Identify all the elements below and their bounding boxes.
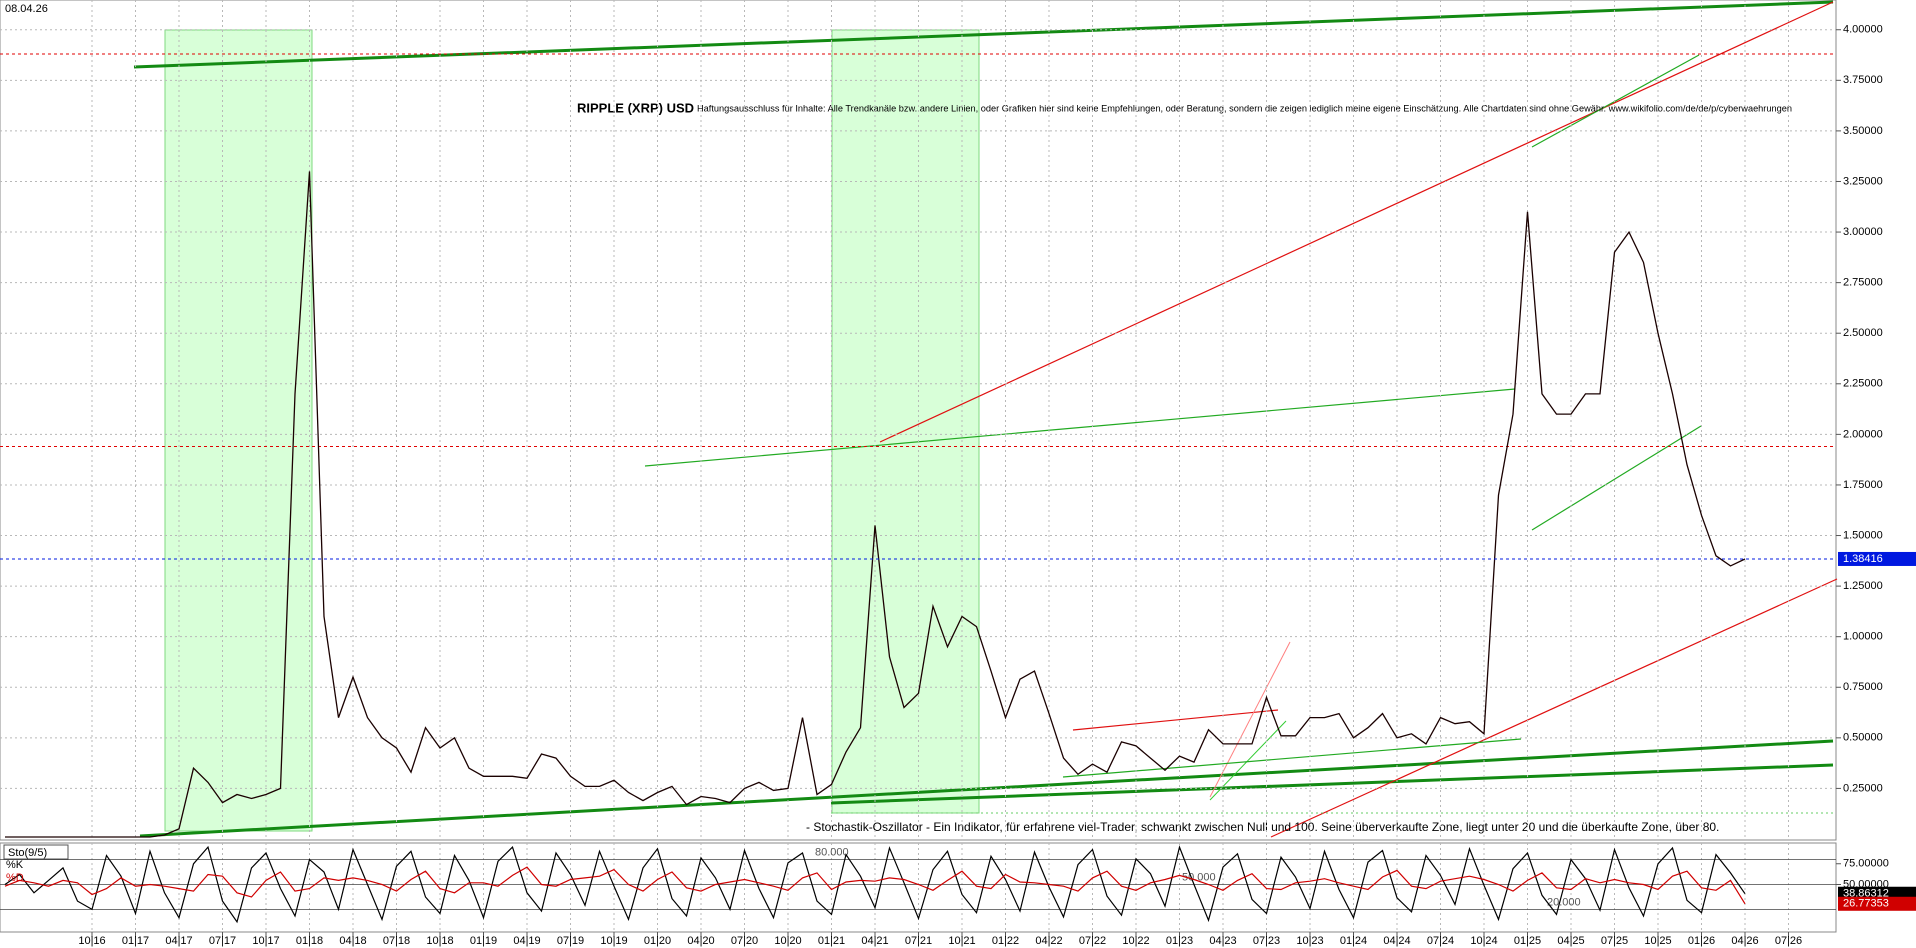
trendlines <box>133 0 1838 838</box>
level-label: 80.000 <box>815 847 849 859</box>
y-tick-label: 3.50000 <box>1843 125 1883 137</box>
x-tick-label: 07|21 <box>905 935 932 947</box>
y-tick-label: 2.75000 <box>1843 277 1883 289</box>
y-tick-label: 0.25000 <box>1843 782 1883 794</box>
current-value-label: 1.38416 <box>1843 553 1883 565</box>
trendline <box>1072 709 1279 731</box>
y-tick-label: 4.00000 <box>1843 24 1883 36</box>
x-tick-label: 01|18 <box>296 935 323 947</box>
y-tick-label: 1.50000 <box>1843 529 1883 541</box>
chart-title: RIPPLE (XRP) USD <box>577 100 694 115</box>
date-label: 08.04.26 <box>5 3 48 15</box>
trendline <box>830 763 1834 805</box>
current-value-box <box>1838 551 1916 566</box>
x-tick-label: 01|20 <box>644 935 671 947</box>
x-tick-label: 07|17 <box>209 935 236 947</box>
x-tick-label: 04|19 <box>513 935 540 947</box>
y-tick-label: 0.75000 <box>1843 681 1883 693</box>
x-tick-label: 07|25 <box>1601 935 1628 947</box>
y-tick-label: 1.25000 <box>1843 580 1883 592</box>
x-tick-label: 07|23 <box>1253 935 1280 947</box>
disclaimer: Haftungsausschluss für Inhalte: Alle Tre… <box>697 103 1792 113</box>
x-tick-label: 07|19 <box>557 935 584 947</box>
legend-label: %K <box>6 859 24 871</box>
y-tick-label: 0.50000 <box>1843 732 1883 744</box>
x-tick-label: 04|25 <box>1557 935 1584 947</box>
highlight-zone <box>164 29 313 832</box>
x-tick-label: 01|21 <box>818 935 845 947</box>
x-tick-label: 04|22 <box>1035 935 1062 947</box>
indicator-title: Sto(9/5) <box>8 847 47 859</box>
y-tick-label: 3.25000 <box>1843 175 1883 187</box>
x-tick-label: 01|23 <box>1166 935 1193 947</box>
trendline <box>133 0 1834 69</box>
y-tick-label: 2.50000 <box>1843 327 1883 339</box>
level-label: 20.000 <box>1547 896 1581 908</box>
highlight-zone <box>831 29 980 814</box>
y-tick-label: 2.00000 <box>1843 428 1883 440</box>
series-line <box>4 866 1746 905</box>
x-tick-label: 04|20 <box>687 935 714 947</box>
x-tick-label: 04|18 <box>339 935 366 947</box>
trendline <box>1531 425 1702 531</box>
trendline <box>1062 738 1522 778</box>
x-tick-label: 10|18 <box>426 935 453 947</box>
x-tick-label: 01|25 <box>1514 935 1541 947</box>
x-tick-label: 10|25 <box>1644 935 1671 947</box>
x-tick-label: 10|16 <box>78 935 105 947</box>
indicator-box <box>3 844 69 860</box>
legend-label: %D <box>6 872 24 884</box>
x-tick-label: 07|26 <box>1775 935 1802 947</box>
current-value-label: 38.86312 <box>1843 888 1889 900</box>
x-tick-label: 01|24 <box>1340 935 1367 947</box>
x-tick-label: 01|17 <box>122 935 149 947</box>
series-line <box>4 845 1746 924</box>
y-tick-label: 1.00000 <box>1843 631 1883 643</box>
x-tick-label: 10|20 <box>774 935 801 947</box>
x-tick-label: 04|17 <box>165 935 192 947</box>
x-tick-label: 10|24 <box>1470 935 1497 947</box>
y-tick-label: 75.00000 <box>1843 858 1889 870</box>
x-tick-label: 01|22 <box>992 935 1019 947</box>
x-tick-label: 07|24 <box>1427 935 1454 947</box>
x-tick-label: 07|22 <box>1079 935 1106 947</box>
x-tick-label: 10|19 <box>600 935 627 947</box>
current-value-label: 26.77353 <box>1843 898 1889 910</box>
y-tick-label: 3.00000 <box>1843 226 1883 238</box>
y-tick-label: 1.75000 <box>1843 479 1883 491</box>
trendline <box>1531 54 1700 148</box>
y-tick-label: 2.25000 <box>1843 378 1883 390</box>
trendline <box>879 1 1834 443</box>
current-value-box <box>1838 896 1916 911</box>
x-tick-label: 10|23 <box>1296 935 1323 947</box>
x-tick-label: 01|26 <box>1688 935 1715 947</box>
x-tick-label: 10|21 <box>948 935 975 947</box>
x-tick-label: 04|23 <box>1209 935 1236 947</box>
x-tick-label: 07|20 <box>731 935 758 947</box>
trendline <box>644 388 1516 467</box>
x-tick-label: 04|24 <box>1383 935 1410 947</box>
x-tick-label: 10|17 <box>252 935 279 947</box>
x-tick-label: 01|19 <box>470 935 497 947</box>
x-tick-label: 04|26 <box>1731 935 1758 947</box>
price-line <box>5 171 1746 838</box>
x-tick-label: 07|18 <box>383 935 410 947</box>
indicator-note: - Stochastik-Oszillator - Ein Indikator,… <box>806 820 1719 834</box>
x-tick-label: 10|22 <box>1122 935 1149 947</box>
y-tick-label: 3.75000 <box>1843 74 1883 86</box>
x-tick-label: 04|21 <box>861 935 888 947</box>
trendline <box>1270 578 1838 838</box>
